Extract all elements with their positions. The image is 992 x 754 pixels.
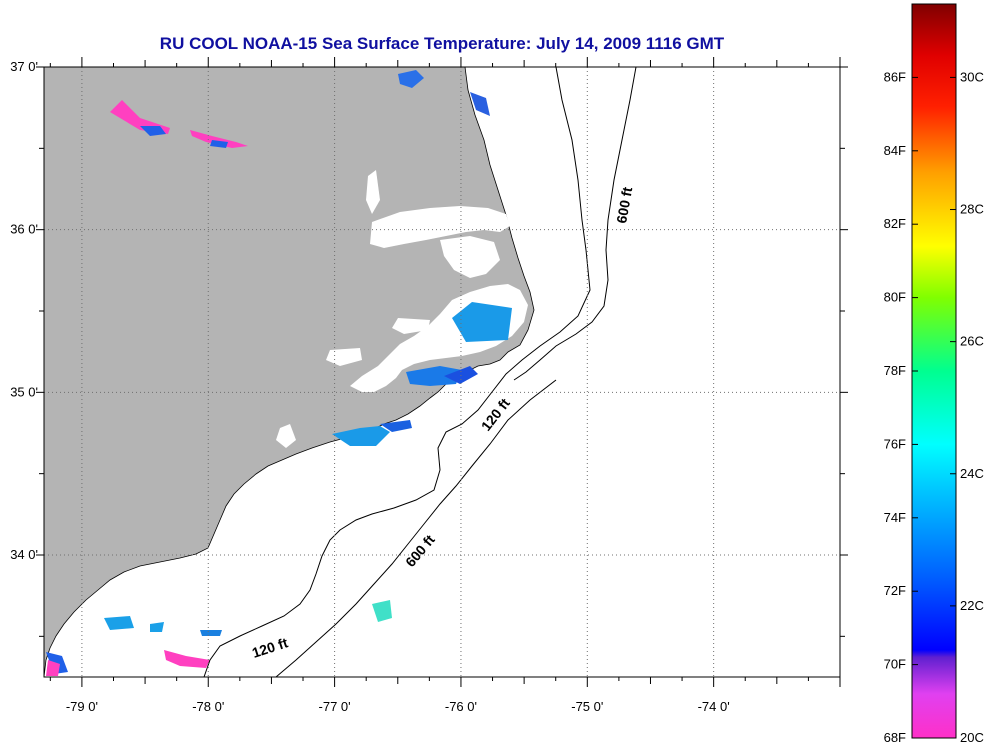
- colorbar-c-label: 22C: [960, 598, 984, 613]
- inlet-river: [440, 236, 500, 278]
- lon-tick-label: -79 0': [66, 699, 98, 714]
- colorbar-f-label: 82F: [884, 216, 906, 231]
- lon-tick-label: -74 0': [698, 699, 730, 714]
- river: [276, 424, 296, 448]
- lon-tick-label: -76 0': [445, 699, 477, 714]
- colorbar: [911, 3, 957, 739]
- colorbar-f-label: 70F: [884, 657, 906, 672]
- colorbar-f-label: 76F: [884, 436, 906, 451]
- colorbar-c-label: 20C: [960, 730, 984, 745]
- colorbar-c-label: 26C: [960, 334, 984, 349]
- map-grid: [44, 67, 840, 677]
- river: [326, 348, 362, 366]
- lon-tick-label: -78 0': [192, 699, 224, 714]
- lat-tick-label: 36 0': [10, 222, 38, 237]
- lat-tick-label: 37 0': [10, 59, 38, 74]
- colorbar-f-label: 86F: [884, 69, 906, 84]
- lat-tick-label: 35 0': [10, 384, 38, 399]
- colorbar-c-label: 30C: [960, 69, 984, 84]
- contour-600ft: [513, 67, 637, 381]
- albemarle-sound: [370, 206, 510, 248]
- colorbar-f-label: 68F: [884, 730, 906, 745]
- river: [366, 170, 380, 214]
- lon-tick-label: -75 0': [571, 699, 603, 714]
- contour-600ft-south: [275, 379, 557, 677]
- lat-tick-label: 34 0': [10, 547, 38, 562]
- colorbar-f-label: 72F: [884, 583, 906, 598]
- map-frame: [43, 66, 841, 678]
- colorbar-f-label: 74F: [884, 510, 906, 525]
- axis-ticks: 37 0' 36 0' 35 0' 34 0' -79 0' -78 0' -77 0' -7…: [10, 57, 848, 714]
- map-title: RU COOL NOAA-15 Sea Surface Temperature:…: [159, 34, 725, 53]
- colorbar-f-label: 78F: [884, 363, 906, 378]
- colorbar-f-label: 84F: [884, 143, 906, 158]
- lon-tick-label: -77 0': [319, 699, 351, 714]
- colorbar-f-label: 80F: [884, 290, 906, 305]
- sst-patches: [46, 70, 512, 676]
- bathymetry-contours: [203, 67, 637, 677]
- contour-label: 600 ft: [613, 185, 635, 224]
- contour-120ft: [203, 67, 591, 677]
- colorbar-ticks: 86F 84F 82F 80F 78F 76F 74F 72F 70F 68F 30C 28C 26C 2…: [884, 69, 984, 745]
- river: [392, 318, 430, 334]
- colorbar-c-label: 24C: [960, 466, 984, 481]
- colorbar-c-label: 28C: [960, 202, 984, 217]
